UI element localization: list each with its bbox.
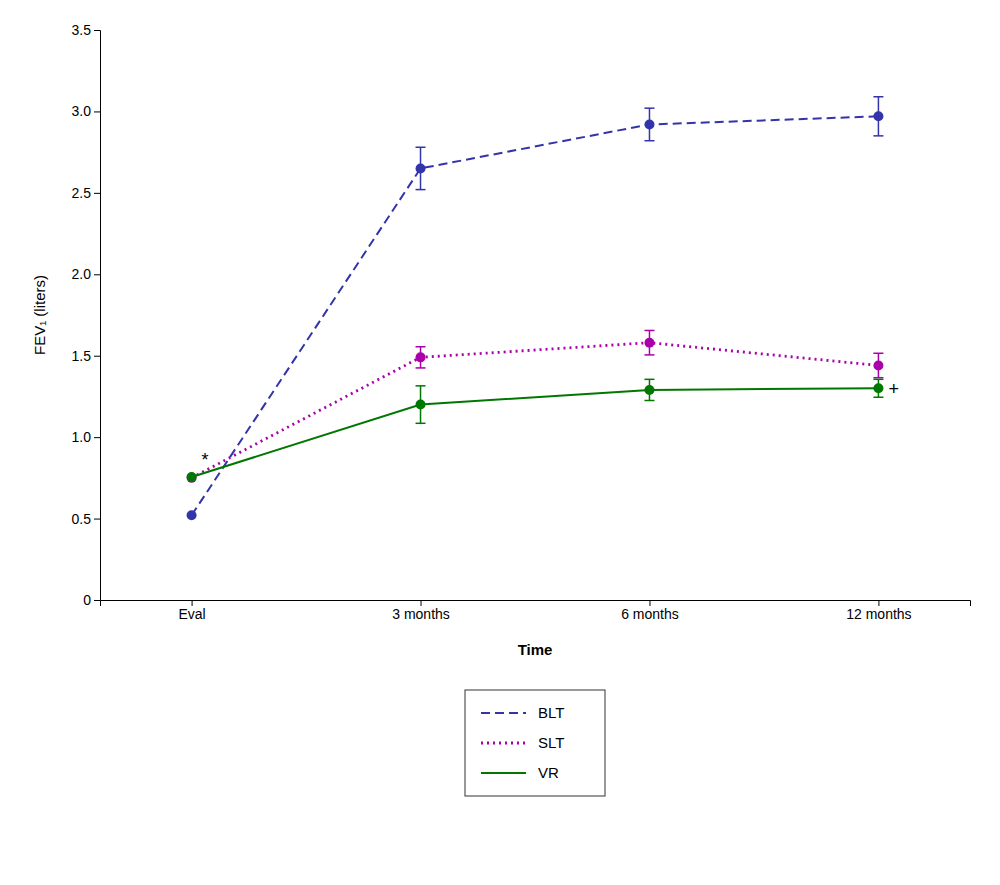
x-tick: 12 months	[846, 600, 911, 622]
plot-area: 0 0.5 1.0 1.5 2.0 2.5 3.0 3.5 Eval 3 months 6 mont…	[72, 22, 971, 622]
error-bar	[416, 347, 426, 368]
x-axis-title: Time	[518, 641, 553, 658]
y-tick: 3.5	[72, 22, 100, 38]
y-tick: 3.0	[72, 103, 100, 119]
series-line	[192, 388, 879, 477]
x-tick-label: 12 months	[846, 606, 911, 622]
y-axis-title: FEV₁ (liters)	[31, 275, 48, 355]
error-bar-cap	[644, 140, 654, 142]
error-bar-cap	[644, 107, 654, 109]
error-bar	[644, 379, 654, 400]
error-bar	[644, 330, 654, 354]
error-bar-cap	[416, 423, 426, 425]
y-tick-label: 3.5	[72, 22, 92, 38]
y-tick-label: 1.5	[72, 348, 92, 364]
y-tick-mark	[94, 30, 100, 31]
point	[873, 360, 883, 370]
y-tick: 0	[83, 592, 100, 608]
y-tick-mark	[94, 274, 100, 275]
y-tick: 1.0	[72, 429, 100, 445]
y-tick-mark	[94, 111, 100, 112]
series	[187, 379, 884, 482]
error-bar-cap	[416, 385, 426, 387]
series-line	[192, 343, 879, 478]
y-tick: 0.5	[72, 511, 100, 527]
legend-item: VR	[481, 764, 559, 781]
y-tick-mark	[94, 600, 100, 601]
legend-label: BLT	[538, 704, 564, 721]
error-bar	[416, 147, 426, 189]
error-bar	[873, 379, 883, 397]
point	[416, 400, 426, 410]
error-bar-cap	[644, 379, 654, 381]
annotation: *	[202, 450, 209, 470]
series-line	[192, 116, 879, 515]
point	[416, 352, 426, 362]
error-bar-cap	[644, 354, 654, 356]
legend-swatch	[481, 712, 526, 714]
legend-swatch	[481, 772, 526, 774]
legend-label: SLT	[538, 734, 564, 751]
x-tick-label: 6 months	[621, 606, 679, 622]
error-bar-cap	[873, 96, 883, 98]
y-tick-label: 2.5	[72, 185, 92, 201]
y-tick: 2.5	[72, 185, 100, 201]
y-tick-label: 2.0	[72, 266, 92, 282]
y-axis-line	[94, 31, 101, 601]
annotation: +	[888, 379, 899, 399]
error-bar-cap	[416, 346, 426, 348]
y-tick-mark	[94, 193, 100, 194]
error-bar	[644, 108, 654, 141]
error-bar-cap	[873, 353, 883, 355]
x-axis: Eval 3 months 6 months 12 months	[101, 600, 971, 622]
legend-swatch	[481, 742, 526, 745]
x-tick-label: 3 months	[392, 606, 450, 622]
y-tick-label: 0	[83, 592, 91, 608]
point	[644, 385, 654, 395]
marks	[187, 97, 884, 521]
point	[187, 510, 197, 520]
y-tick-label: 3.0	[72, 103, 92, 119]
error-bar	[873, 97, 883, 136]
x-axis-line	[101, 601, 971, 607]
error-bar-cap	[416, 189, 426, 191]
error-bar-cap	[416, 147, 426, 149]
series	[187, 97, 884, 521]
y-tick-mark	[94, 437, 100, 438]
y-tick-mark	[94, 519, 100, 520]
y-tick-label: 0.5	[72, 511, 92, 527]
x-tick: 3 months	[392, 600, 450, 622]
error-bar-cap	[873, 379, 883, 381]
y-tick-mark	[94, 356, 100, 357]
error-bar-cap	[873, 396, 883, 398]
legend-item: BLT	[481, 704, 564, 721]
error-bar-cap	[644, 400, 654, 402]
error-bar-cap	[644, 330, 654, 332]
point	[873, 383, 883, 393]
legend-frame	[465, 690, 605, 796]
point	[187, 472, 197, 482]
point	[416, 163, 426, 173]
series	[187, 330, 884, 482]
legend-label: VR	[538, 764, 559, 781]
point	[644, 119, 654, 129]
y-tick: 2.0	[72, 266, 100, 282]
x-tick: 6 months	[621, 600, 679, 622]
y-axis: 0 0.5 1.0 1.5 2.0 2.5 3.0 3.5	[72, 22, 101, 608]
point	[873, 111, 883, 121]
legend: BLT SLT VR	[465, 690, 605, 796]
error-bar-cap	[416, 367, 426, 369]
x-tick-label: Eval	[178, 606, 205, 622]
error-bar-cap	[873, 135, 883, 137]
chart: 0 0.5 1.0 1.5 2.0 2.5 3.0 3.5 Eval 3 months 6 mont…	[0, 0, 1000, 885]
error-bar-cap	[873, 377, 883, 379]
x-tick: Eval	[178, 600, 205, 622]
point	[187, 473, 197, 483]
y-tick: 1.5	[72, 348, 100, 364]
error-bar	[416, 386, 426, 423]
y-tick-label: 1.0	[72, 429, 92, 445]
point	[644, 338, 654, 348]
error-bar	[873, 353, 883, 377]
legend-item: SLT	[481, 734, 564, 751]
